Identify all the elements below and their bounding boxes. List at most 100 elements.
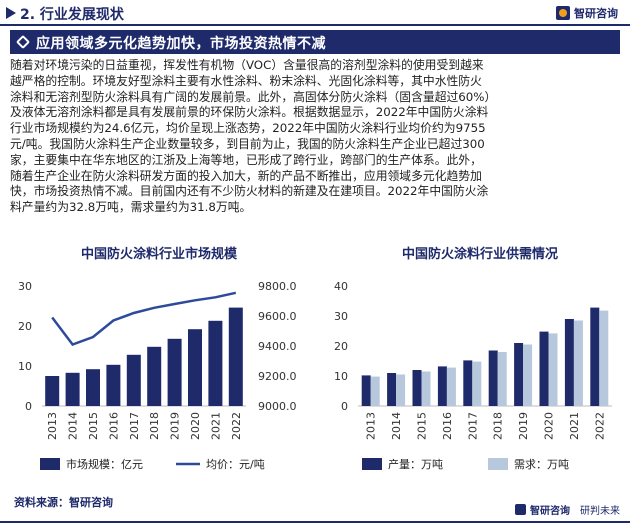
y-tick-label: 10 bbox=[334, 370, 348, 383]
diamond-icon bbox=[15, 34, 31, 50]
supply-demand-chart: 中国防火涂料行业供需情况 0 10 20 30 40 2013 2014 2015 2016 201… bbox=[334, 246, 612, 471]
right-y-tick-label: 9600.0 bbox=[258, 310, 297, 323]
market-size-bar bbox=[208, 320, 223, 406]
x-tick-label: 2014 bbox=[67, 412, 80, 440]
y-tick-label: 30 bbox=[334, 310, 348, 323]
top-header: 2. 行业发展现状 智研咨询 bbox=[0, 0, 630, 26]
x-tick-label: 2020 bbox=[189, 412, 202, 440]
demand-bar bbox=[599, 310, 609, 406]
body-line: 行业市场规模约为24.6亿元，均价呈现上涨态势，2022年中国防火涂料行业均价约… bbox=[10, 121, 486, 136]
market-size-bar bbox=[45, 376, 60, 406]
x-tick-label: 2016 bbox=[441, 412, 454, 440]
chart-title: 中国防火涂料行业供需情况 bbox=[402, 246, 558, 262]
market-size-chart: 中国防火涂料行业市场规模 0 10 20 30 9000.0 9200.0 9400.0 960… bbox=[18, 246, 297, 471]
demand-bar bbox=[497, 352, 507, 406]
legend-label: 市场规模：亿元 bbox=[66, 457, 143, 471]
banner-title: 应用领域多元化趋势加快，市场投资热情不减 bbox=[36, 36, 326, 52]
left-y-tick-label: 20 bbox=[18, 320, 32, 333]
body-line: 涂料和无溶剂型防火涂料具有广阔的发展前景。此外，高固体分防火涂料（固含量超过60… bbox=[10, 89, 497, 104]
header-logo: 智研咨询 bbox=[556, 5, 618, 21]
left-y-tick-label: 0 bbox=[25, 400, 32, 413]
body-line: 随着生产企业在防火涂料研发方面的投入加大，新的产品不断推出，应用领域多元化趋势加 bbox=[10, 168, 482, 183]
right-y-tick-label: 9400.0 bbox=[258, 340, 297, 353]
production-bar bbox=[412, 370, 422, 406]
production-bar bbox=[361, 375, 371, 406]
x-tick-label: 2017 bbox=[128, 412, 141, 440]
section-title: 2. 行业发展现状 bbox=[20, 7, 124, 23]
demand-bar bbox=[472, 361, 482, 406]
footer-divider bbox=[0, 521, 630, 523]
section-banner: 应用领域多元化趋势加快，市场投资热情不减 bbox=[10, 30, 620, 54]
x-tick-label: 2022 bbox=[593, 412, 606, 440]
production-bar bbox=[488, 350, 498, 406]
right-y-tick-label: 9200.0 bbox=[258, 370, 297, 383]
x-tick-label: 2020 bbox=[543, 412, 556, 440]
market-size-bar bbox=[86, 369, 100, 406]
production-bar bbox=[590, 307, 600, 406]
market-size-bar bbox=[126, 354, 141, 406]
x-tick-label: 2021 bbox=[209, 412, 222, 440]
demand-bar bbox=[548, 333, 558, 406]
x-tick-label: 2017 bbox=[466, 412, 479, 440]
right-y-tick-label: 9000.0 bbox=[258, 400, 297, 413]
legend-bar-swatch bbox=[40, 458, 60, 470]
body-line: 越严格的控制。环境友好型涂料主要有水性涂料、粉末涂料、光固化涂料等，其中水性防火 bbox=[10, 73, 482, 88]
demand-bar bbox=[370, 376, 380, 406]
demand-bar bbox=[446, 367, 456, 406]
demand-bar bbox=[396, 374, 406, 406]
body-line: 料产量约为32.8万吨，需求量约为31.8万吨。 bbox=[10, 200, 252, 215]
market-size-bar bbox=[106, 364, 121, 406]
right-y-tick-label: 9800.0 bbox=[258, 280, 297, 293]
production-bar bbox=[564, 319, 574, 406]
left-y-tick-label: 30 bbox=[18, 280, 32, 293]
production-bar bbox=[437, 366, 447, 406]
brand-logo-icon bbox=[515, 504, 526, 515]
market-size-bar bbox=[228, 307, 243, 406]
legend-demand-swatch bbox=[488, 458, 508, 470]
legend-production-swatch bbox=[362, 458, 382, 470]
x-tick-label: 2019 bbox=[517, 412, 530, 440]
body-line: 元/吨。我国防火涂料生产企业数量较多，到目前为止，我国的防火涂料生产企业已超过3… bbox=[10, 136, 485, 151]
x-tick-label: 2013 bbox=[46, 412, 59, 440]
x-tick-label: 2018 bbox=[492, 412, 505, 440]
demand-bar bbox=[573, 320, 583, 406]
y-tick-label: 20 bbox=[334, 340, 348, 353]
brand-logo-icon bbox=[556, 6, 570, 20]
x-tick-label: 2022 bbox=[230, 412, 243, 440]
market-size-bar bbox=[65, 372, 80, 406]
footer-brand: 智研咨询 bbox=[530, 506, 570, 517]
average-price-line bbox=[51, 291, 237, 346]
demand-bar bbox=[421, 371, 431, 406]
market-size-bar bbox=[167, 338, 182, 406]
legend-label: 需求：万吨 bbox=[514, 458, 569, 471]
market-size-bar bbox=[188, 329, 202, 406]
production-bar bbox=[514, 343, 524, 406]
production-bar bbox=[387, 373, 397, 406]
x-tick-label: 2013 bbox=[365, 412, 378, 440]
x-tick-label: 2021 bbox=[568, 412, 581, 440]
demand-bar bbox=[523, 344, 533, 406]
footer-logo: 智研咨询 研判未来 bbox=[515, 502, 620, 517]
legend-label: 产量：万吨 bbox=[388, 457, 443, 471]
x-tick-label: 2018 bbox=[148, 412, 161, 440]
x-tick-label: 2015 bbox=[416, 412, 429, 440]
production-bar bbox=[539, 331, 549, 406]
source-note: 资料来源：智研咨询 bbox=[14, 496, 113, 509]
body-paragraph: 随着对环境污染的日益重视，挥发性有机物（VOC）含量很高的溶剂型涂料的使用受到越… bbox=[10, 58, 622, 216]
market-size-bar bbox=[147, 346, 162, 406]
body-line: 家，主要集中在华东地区的江浙及上海等地，已形成了跨行业，跨部门的生产体系。此外， bbox=[10, 152, 482, 167]
y-tick-label: 40 bbox=[334, 280, 348, 293]
y-tick-label: 0 bbox=[341, 400, 348, 413]
x-tick-label: 2015 bbox=[87, 412, 100, 440]
logo-text: 智研咨询 bbox=[574, 7, 618, 20]
body-line: 及液体无溶剂涂料都是具有发展前景的环保防火涂料。根据数据显示，2022年中国防火… bbox=[10, 105, 489, 120]
x-tick-label: 2014 bbox=[390, 412, 403, 440]
left-y-tick-label: 10 bbox=[18, 360, 32, 373]
chart-title: 中国防火涂料行业市场规模 bbox=[81, 246, 238, 262]
body-line: 快，市场投资热情不减。目前国内还有不少防火材料的新建及在建项目。2022年中国防… bbox=[10, 184, 489, 199]
production-bar bbox=[463, 360, 473, 406]
footer-slogan: 研判未来 bbox=[580, 506, 620, 517]
legend-label: 均价：元/吨 bbox=[206, 458, 265, 471]
x-tick-label: 2016 bbox=[107, 412, 120, 440]
triangle-bullet-icon bbox=[6, 7, 16, 19]
